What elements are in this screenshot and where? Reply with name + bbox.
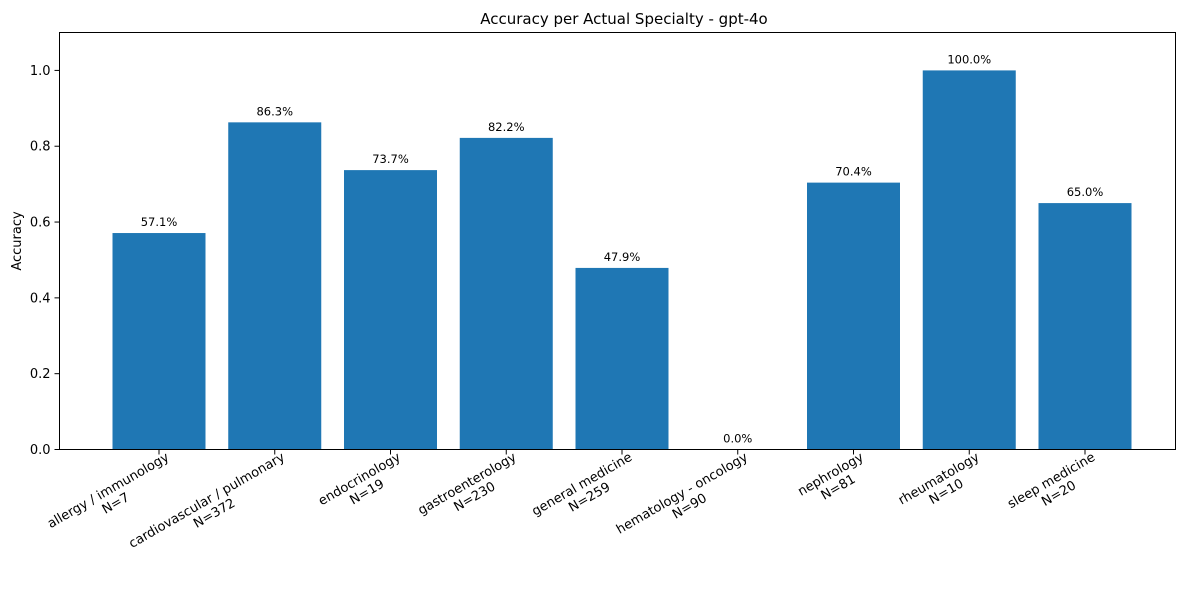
y-tick-label: 1.0 [30, 64, 51, 79]
bar [112, 233, 206, 450]
y-ticks-group: 0.0 0.2 0.4 0.6 0.8 1.0 [30, 64, 60, 458]
y-tick-label: 0.8 [30, 140, 51, 155]
bar-data-label: 65.0% [1067, 185, 1104, 199]
bar-data-label: 86.3% [256, 104, 293, 118]
bar [575, 267, 669, 450]
bar-data-label: 82.2% [488, 120, 525, 134]
bar-data-label: 100.0% [947, 52, 991, 66]
bar-data-label: 47.9% [604, 250, 641, 264]
bar-data-label: 57.1% [141, 215, 178, 229]
y-axis-label: Accuracy [10, 211, 25, 271]
bar-data-label: 70.4% [835, 165, 872, 179]
chart-title: Accuracy per Actual Specialty - gpt-4o [480, 10, 768, 28]
y-tick-label: 0.4 [30, 291, 51, 306]
data-labels-group: 57.1% 86.3% 73.7% 82.2% 47.9% 0.0% 70.4% 100.0%… [141, 52, 1104, 445]
bar-data-label: 73.7% [372, 152, 409, 166]
plot-frame [59, 32, 1176, 450]
bar [922, 70, 1016, 450]
bar [1038, 203, 1132, 450]
y-tick-label: 0.2 [30, 367, 51, 382]
bar [807, 182, 900, 450]
bars-group [112, 70, 1132, 450]
y-tick-label: 0.0 [30, 443, 51, 458]
y-tick-label: 0.6 [30, 216, 51, 231]
bar [459, 137, 553, 450]
bar [228, 122, 322, 450]
bar-data-label: 0.0% [723, 432, 752, 446]
bar [344, 170, 437, 450]
